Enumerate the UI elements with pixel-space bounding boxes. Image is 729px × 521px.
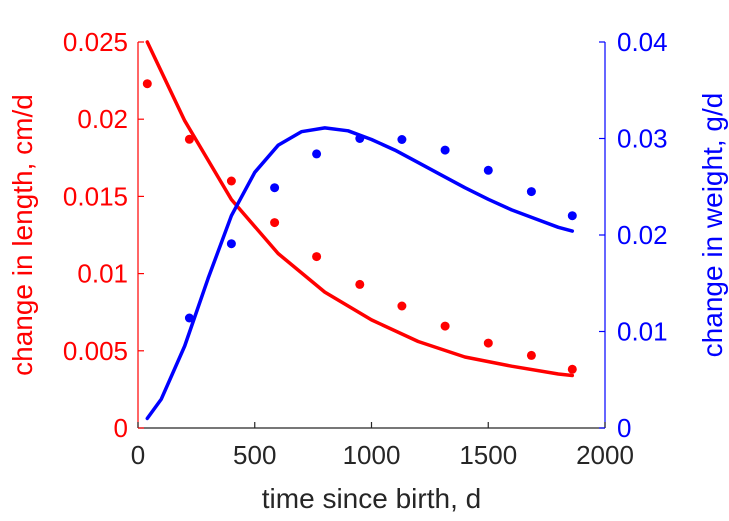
length-data-point	[142, 79, 152, 89]
weight-data-point	[270, 183, 280, 193]
weight-data-point	[397, 135, 407, 144]
left-y-axis-title: change in length, cm/d	[7, 94, 38, 376]
x-axis-title: time since birth, d	[262, 483, 481, 514]
left-y-tick-label: 0.005	[63, 336, 128, 366]
left-y-tick-label: 0	[114, 413, 128, 443]
left-y-tick-label: 0.025	[63, 27, 128, 57]
length-data-point	[567, 364, 577, 374]
weight-data-point	[226, 239, 236, 249]
weight-fit-line	[145, 126, 575, 421]
length-data-point	[483, 338, 493, 348]
length-data-point	[440, 321, 450, 331]
plot-area	[142, 40, 577, 421]
right-y-tick-label: 0	[617, 413, 631, 443]
right-y-tick-label: 0.04	[617, 27, 668, 57]
right-y-axis-title: change in weight, g/d	[697, 93, 728, 358]
axes: 0 500 1000 1500 200000.0050.010.0150.020.025…	[63, 27, 668, 470]
weight-data-point	[483, 165, 493, 175]
length-data-point	[184, 134, 194, 144]
weight-data-point	[440, 145, 450, 155]
x-tick-label: 1500	[459, 440, 517, 470]
right-y-tick-label: 0.03	[617, 124, 668, 154]
length-data-point	[526, 350, 536, 360]
weight-data-point	[526, 187, 536, 197]
left-y-tick-label: 0.015	[63, 181, 128, 211]
length-data-point	[226, 176, 236, 186]
x-tick-label: 500	[233, 440, 276, 470]
x-tick-label: 1000	[343, 440, 401, 470]
length-fit-line	[145, 40, 575, 378]
length-data-point	[355, 279, 365, 289]
right-y-tick-label: 0.01	[617, 317, 668, 347]
length-data-point	[270, 218, 280, 228]
left-y-tick-label: 0.01	[77, 259, 128, 289]
left-y-tick-label: 0.02	[77, 104, 128, 134]
weight-data-point	[312, 149, 322, 159]
x-tick-label: 0	[131, 440, 145, 470]
x-tick-label: 2000	[576, 440, 634, 470]
weight-data-point	[184, 313, 194, 323]
length-data-point	[397, 301, 407, 311]
weight-data-point	[567, 211, 577, 221]
length-data-point	[312, 252, 322, 262]
right-y-tick-label: 0.02	[617, 220, 668, 250]
